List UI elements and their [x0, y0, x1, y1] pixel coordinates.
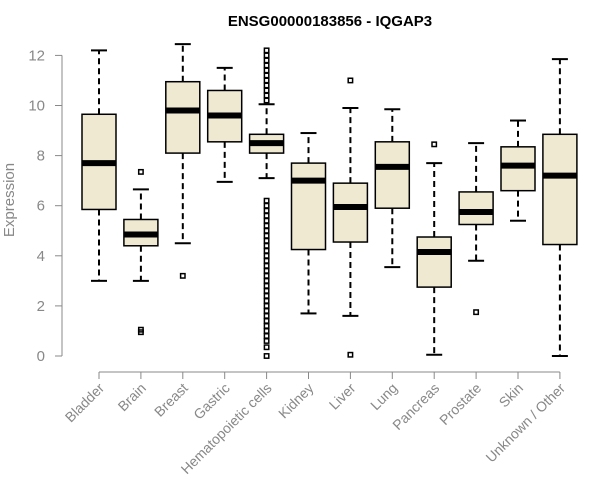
box-skin [500, 119, 536, 222]
outlier-point [263, 212, 270, 219]
x-tick-label: Pancreas [389, 380, 442, 433]
outlier-point [263, 47, 270, 54]
box-hematopoietic-cells [248, 47, 285, 359]
outlier-point [263, 207, 270, 214]
x-tick-label: Liver [326, 380, 359, 413]
box-liver [332, 77, 369, 358]
outlier-point [263, 92, 270, 99]
iqr-box [332, 182, 369, 243]
outlier-point [263, 242, 270, 249]
box-pancreas [416, 141, 452, 356]
outlier-point [263, 72, 270, 79]
box-brain [123, 168, 159, 336]
outlier-point [263, 217, 270, 224]
y-axis: 0 2 4 6 8 10 12 [28, 47, 63, 365]
y-tick-label: 2 [37, 298, 45, 315]
iqr-box [374, 141, 411, 209]
outlier-point [263, 312, 270, 319]
outlier-point [263, 322, 270, 329]
box-lung [374, 108, 411, 269]
box-prostate [458, 142, 494, 316]
x-tick-label: Breast [151, 380, 191, 420]
outlier-point [263, 257, 270, 264]
outlier-point [137, 168, 144, 175]
outlier-point [263, 247, 270, 254]
plot-area [81, 43, 578, 359]
x-tick-label: Unknown / Other [482, 380, 568, 466]
outlier-point [263, 287, 270, 294]
outlier-point [263, 277, 270, 284]
outlier-point [137, 329, 144, 336]
x-tick-label: Prostate [436, 380, 484, 428]
outlier-point [263, 317, 270, 324]
y-tick-label: 0 [37, 348, 45, 365]
iqr-box [290, 162, 327, 251]
outlier-point [179, 272, 186, 279]
outlier-point [263, 237, 270, 244]
outlier-point [431, 141, 438, 148]
iqr-box [542, 133, 578, 246]
iqr-box [416, 236, 452, 288]
outlier-point [263, 77, 270, 84]
x-tick-label: Brain [115, 380, 149, 414]
outlier-point [347, 351, 354, 358]
outlier-point [263, 307, 270, 314]
outlier-point [473, 309, 480, 316]
outlier-point [263, 338, 270, 344]
outlier-point [263, 202, 270, 209]
outlier-point [263, 297, 270, 304]
outlier-point [263, 328, 270, 334]
outlier-point [263, 302, 270, 309]
y-axis-label: Expression [1, 163, 18, 237]
outlier-point [263, 82, 270, 89]
y-tick-label: 6 [37, 198, 45, 215]
chart-title: ENSG00000183856 - IQGAP3 [228, 13, 432, 30]
iqr-box [165, 80, 201, 154]
y-tick-label: 12 [28, 47, 45, 64]
x-tick-label: Skin [496, 380, 527, 411]
outlier-point [263, 67, 270, 74]
x-tick-label: Kidney [275, 380, 317, 422]
outlier-point [263, 344, 270, 351]
iqr-box [458, 191, 494, 226]
outlier-point [263, 97, 270, 104]
outlier-point [263, 232, 270, 239]
box-breast [165, 43, 201, 279]
outlier-point [263, 353, 270, 359]
outlier-point [263, 267, 270, 274]
outlier-point [263, 252, 270, 259]
outlier-point [263, 272, 270, 279]
box-unknown-other [542, 58, 578, 357]
box-gastric [206, 66, 243, 183]
outlier-point [263, 333, 270, 339]
box-kidney [290, 132, 327, 315]
x-tick-label: Lung [367, 380, 400, 413]
iqr-box [500, 146, 536, 192]
x-tick-label: Bladder [62, 380, 108, 426]
outlier-point [263, 62, 270, 69]
box-bladder [81, 49, 117, 282]
outlier-point [347, 77, 354, 84]
y-tick-label: 8 [37, 148, 45, 165]
outlier-point [263, 227, 270, 234]
outlier-point [263, 52, 270, 59]
outlier-point [263, 57, 270, 64]
outlier-point [263, 197, 270, 204]
outlier-point [263, 282, 270, 289]
outlier-point [263, 87, 270, 94]
y-tick-label: 10 [28, 98, 45, 115]
y-tick-label: 4 [37, 248, 45, 265]
outlier-point [263, 222, 270, 229]
outlier-point [263, 262, 270, 269]
outlier-point [263, 292, 270, 299]
